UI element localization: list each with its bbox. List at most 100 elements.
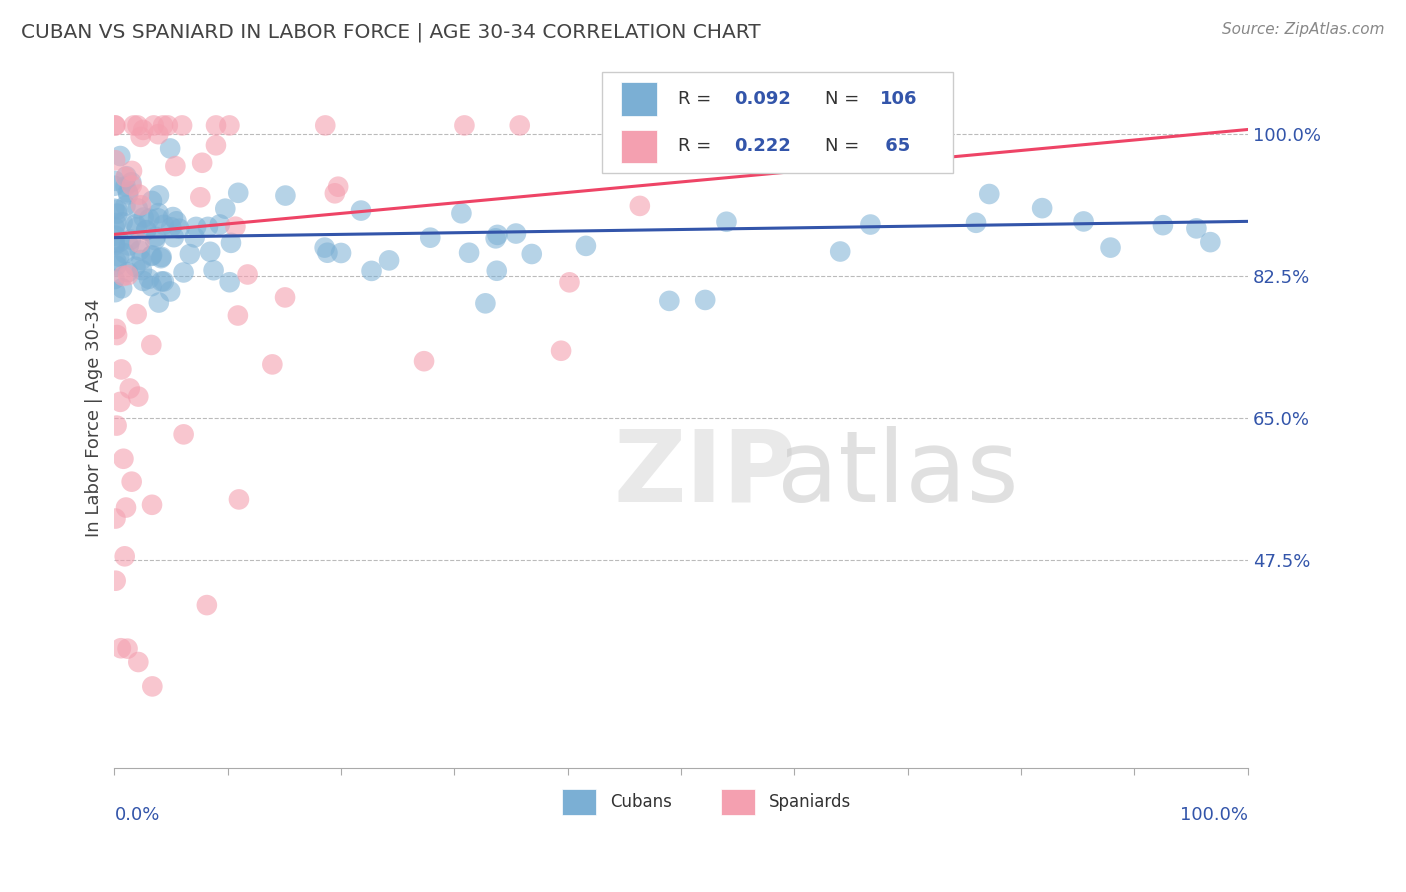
Text: R =: R = [678,137,717,155]
Text: atlas: atlas [778,425,1019,523]
Point [108,250,131,264]
FancyBboxPatch shape [562,789,596,815]
Point [117,265,139,279]
Point [125,307,148,321]
Point [191,155,214,169]
Point [224,219,246,234]
Point [128,244,150,258]
Text: Cubans: Cubans [610,793,672,811]
Point [558,276,581,290]
Point [485,264,508,278]
Point [141,194,163,208]
Point [117,641,139,656]
Point [205,138,228,153]
Point [159,285,181,299]
Point [413,354,436,368]
Point [128,236,150,251]
Point [110,362,132,376]
Point [135,223,157,237]
Point [1073,214,1095,228]
Point [127,655,149,669]
Point [108,235,131,249]
Point [132,274,155,288]
Text: 106: 106 [880,90,917,108]
Point [1099,241,1122,255]
Point [202,263,225,277]
Point [152,119,174,133]
Text: 0.0%: 0.0% [114,806,160,824]
Point [550,343,572,358]
Point [115,169,138,184]
FancyBboxPatch shape [602,72,953,173]
Point [105,418,128,433]
Point [118,238,141,252]
Point [114,246,136,260]
Point [628,199,651,213]
Point [121,164,143,178]
Y-axis label: In Labor Force | Age 30-34: In Labor Force | Age 30-34 [86,299,103,537]
Text: Spaniards: Spaniards [769,793,851,811]
Point [104,228,127,243]
Point [138,272,160,286]
Point [138,211,160,226]
Point [979,187,1001,202]
Point [485,231,508,245]
Point [226,309,249,323]
Point [150,250,173,264]
Point [160,220,183,235]
Point [141,279,163,293]
Point [316,245,339,260]
Point [965,216,987,230]
Point [104,153,127,168]
Point [486,227,509,242]
Point [104,574,127,588]
Point [104,174,127,188]
Point [117,187,139,202]
Point [114,199,136,213]
Point [148,206,170,220]
Point [1185,221,1208,235]
Point [110,641,132,656]
FancyBboxPatch shape [721,789,755,815]
Point [703,119,725,133]
Point [197,219,219,234]
Point [105,322,128,336]
Point [104,511,127,525]
Point [228,492,250,507]
Point [1152,218,1174,232]
Point [219,235,242,250]
FancyBboxPatch shape [621,82,658,116]
Point [103,272,125,286]
Point [104,119,127,133]
Point [179,247,201,261]
Point [350,203,373,218]
Point [360,264,382,278]
Point [236,268,259,282]
Point [141,680,163,694]
Point [314,241,336,255]
Text: 0.092: 0.092 [734,90,792,108]
Point [117,268,139,282]
Point [474,296,496,310]
Point [575,239,598,253]
Point [859,218,882,232]
Point [114,549,136,564]
Point [129,198,152,212]
Point [111,215,134,229]
Point [188,190,211,204]
Point [716,215,738,229]
Point [105,259,128,273]
Point [195,598,218,612]
Point [121,475,143,489]
Point [105,206,128,220]
Point [114,169,136,184]
Point [314,119,336,133]
Point [328,179,350,194]
Point [104,235,127,250]
Point [162,210,184,224]
Point [127,390,149,404]
Point [262,358,284,372]
Point [103,202,125,216]
Point [104,238,127,252]
Point [104,285,127,300]
